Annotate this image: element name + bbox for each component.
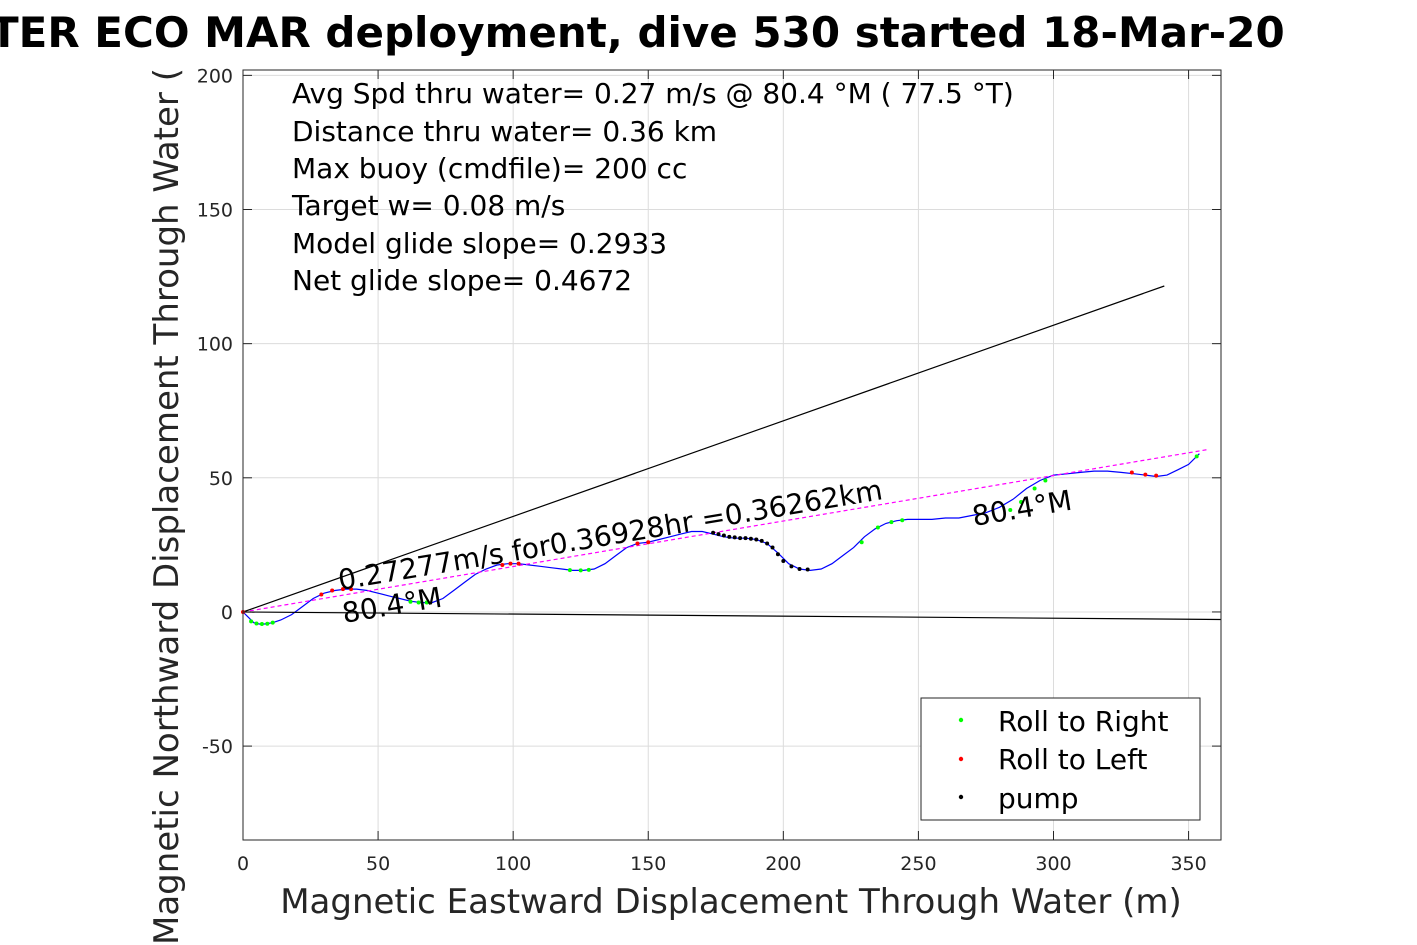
marker-roll-right [1019, 499, 1024, 504]
marker-roll-right [408, 599, 413, 604]
marker-roll-left [646, 540, 651, 545]
marker-roll-right [249, 619, 254, 624]
y-tick-label: -50 [202, 736, 233, 758]
marker-roll-right [1043, 478, 1048, 483]
marker-pump [765, 541, 770, 546]
legend-marker-roll-left [958, 756, 964, 762]
y-tick-label: 100 [197, 334, 233, 356]
marker-roll-right [254, 621, 259, 626]
marker-pump [770, 545, 775, 550]
marker-roll-left [516, 561, 521, 566]
marker-roll-left [340, 587, 345, 592]
marker-pump [716, 532, 721, 537]
x-tick-label: 300 [1035, 853, 1071, 875]
series-line-track [242, 453, 1200, 625]
series-line-heading-line-upper [242, 285, 1165, 613]
x-axis-label: Magnetic Eastward Displacement Through W… [280, 882, 1182, 922]
marker-roll-right [567, 568, 572, 573]
x-tick-label: 150 [630, 853, 666, 875]
plot-frame [242, 69, 1222, 841]
legend-entry-roll-right: Roll to Right [998, 705, 1169, 738]
series-line-heading-line-lower [242, 611, 1222, 621]
marker-pump [732, 535, 737, 540]
marker-pump [781, 558, 786, 563]
axis-ticks: 0 50 100 150 200 250 300 350 -50 0 50 100 150 200 [197, 65, 1221, 875]
y-tick-label: 200 [197, 65, 233, 87]
marker-roll-left [1154, 473, 1159, 478]
marker-roll-right [259, 622, 264, 627]
x-tick-label: 50 [366, 853, 390, 875]
marker-roll-right [424, 600, 429, 605]
marker-roll-right [578, 568, 583, 573]
marker-roll-right [1032, 486, 1037, 491]
marker-roll-left [1129, 470, 1134, 475]
y-axis-label: Magnetic Northward Displacement Through … [147, 68, 187, 945]
marker-roll-right [889, 520, 894, 525]
marker-roll-left [330, 588, 335, 593]
marker-roll-right [586, 567, 591, 572]
marker-pump [711, 530, 716, 535]
stat-line: Model glide slope= 0.2933 [292, 227, 667, 260]
y-tick-label: 50 [209, 468, 233, 490]
marker-pump [789, 564, 794, 569]
marker-roll-right [1194, 454, 1199, 459]
legend-box [920, 697, 1201, 821]
marker-pump [754, 537, 759, 542]
marker-roll-left [319, 592, 324, 597]
marker-roll-right [875, 525, 880, 530]
marker-pump [775, 552, 780, 557]
marker-roll-left [1143, 472, 1148, 477]
x-tick-label: 350 [1170, 853, 1206, 875]
marker-roll-left [349, 587, 354, 592]
legend-entry-roll-left: Roll to Left [998, 743, 1147, 776]
marker-roll-right [270, 620, 275, 625]
series-lines [242, 285, 1222, 625]
marker-pump [805, 567, 810, 572]
series-line-net-displacement [242, 449, 1208, 613]
marker-roll-right [900, 518, 905, 523]
marker-pump [797, 567, 802, 572]
y-tick-label: 150 [197, 200, 233, 222]
legend-marker-pump [958, 794, 964, 800]
legend-entry-pump: pump [998, 782, 1079, 815]
marker-roll-left [508, 561, 513, 566]
marker-roll-right [265, 621, 270, 626]
marker-roll-left [500, 563, 505, 567]
marker-roll-right [859, 540, 864, 545]
stat-line: Max buoy (cmdfile)= 200 cc [292, 152, 687, 185]
stat-line: Distance thru water= 0.36 km [292, 115, 717, 148]
stats-block: Avg Spd thru water= 0.27 m/s @ 80.4 °M (… [291, 77, 1014, 297]
y-tick-label: 0 [221, 602, 233, 624]
marker-pump [738, 536, 743, 541]
x-tick-label: 0 [237, 853, 249, 875]
legend-marker-roll-right [958, 717, 964, 723]
marker-pump [748, 536, 753, 541]
marker-pump [727, 534, 732, 539]
series-markers [241, 454, 1199, 627]
x-tick-label: 100 [495, 853, 531, 875]
stat-line: Net glide slope= 0.4672 [292, 264, 632, 297]
x-tick-label: 250 [900, 853, 936, 875]
stat-line: Target w= 0.08 m/s [291, 189, 565, 222]
marker-roll-right [416, 600, 421, 605]
x-tick-label: 200 [765, 853, 801, 875]
chart-title: TER ECO MAR deployment, dive 530 started… [0, 8, 1285, 57]
legend: Roll to Right Roll to Left pump [920, 697, 1201, 821]
marker-roll-right [1008, 508, 1013, 512]
marker-pump [743, 536, 748, 541]
marker-pump [721, 533, 726, 538]
stat-line: Avg Spd thru water= 0.27 m/s @ 80.4 °M (… [292, 77, 1014, 110]
marker-roll-left [635, 541, 640, 546]
marker-pump [759, 538, 764, 543]
